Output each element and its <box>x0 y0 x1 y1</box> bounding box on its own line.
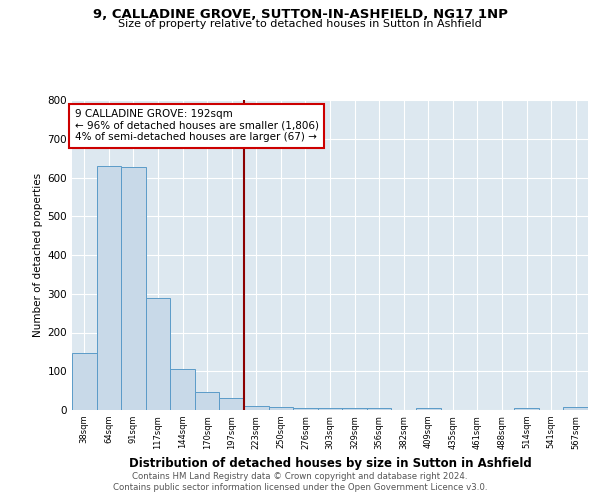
Bar <box>220 398 244 410</box>
Y-axis label: Number of detached properties: Number of detached properties <box>34 173 43 337</box>
Bar <box>416 408 440 410</box>
Bar <box>244 406 269 410</box>
Bar <box>514 408 539 410</box>
Bar <box>563 406 588 410</box>
Bar <box>72 352 97 410</box>
Bar <box>342 408 367 410</box>
Bar <box>146 298 170 410</box>
Text: 9, CALLADINE GROVE, SUTTON-IN-ASHFIELD, NG17 1NP: 9, CALLADINE GROVE, SUTTON-IN-ASHFIELD, … <box>92 8 508 20</box>
Bar <box>195 392 220 410</box>
Text: Contains HM Land Registry data © Crown copyright and database right 2024.
Contai: Contains HM Land Registry data © Crown c… <box>113 472 487 492</box>
Bar <box>97 166 121 410</box>
Bar <box>121 167 146 410</box>
Bar <box>367 408 391 410</box>
X-axis label: Distribution of detached houses by size in Sutton in Ashfield: Distribution of detached houses by size … <box>128 457 532 470</box>
Bar <box>293 408 318 410</box>
Bar <box>269 406 293 410</box>
Text: 9 CALLADINE GROVE: 192sqm
← 96% of detached houses are smaller (1,806)
4% of sem: 9 CALLADINE GROVE: 192sqm ← 96% of detac… <box>74 110 319 142</box>
Bar <box>318 408 342 410</box>
Bar <box>170 370 195 410</box>
Text: Size of property relative to detached houses in Sutton in Ashfield: Size of property relative to detached ho… <box>118 19 482 29</box>
